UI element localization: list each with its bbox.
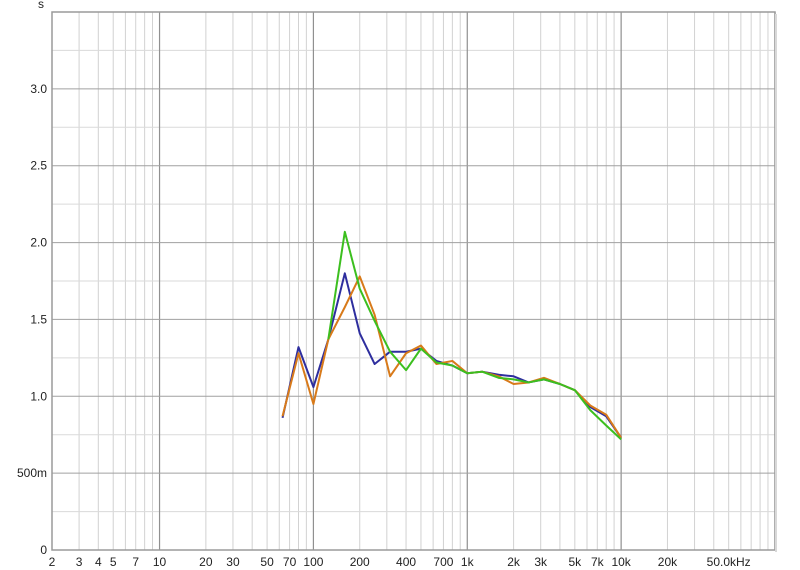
y-tick-label: 1.5 — [30, 312, 47, 326]
y-tick-label: 500m — [17, 466, 47, 480]
y-tick-label: 2.0 — [30, 236, 47, 250]
x-tick-labels: 2 3 4 5 7 10 20 30 50 70 100 200 400 700 1k 2k 3k 5k 7k 10k… — [49, 555, 751, 569]
x-tick-label: 1k — [461, 555, 475, 569]
x-tick-label: 5 — [110, 555, 117, 569]
x-tick-label: 700 — [433, 555, 453, 569]
x-tick-label: 3 — [76, 555, 83, 569]
y-tick-label: 0 — [40, 543, 47, 557]
x-tick-label: 2k — [507, 555, 521, 569]
series-layer — [281, 230, 622, 441]
y-tick-label: 3.0 — [30, 82, 47, 96]
x-tick-label: 50.0kHz — [707, 555, 751, 569]
x-tick-label: 7k — [591, 555, 605, 569]
x-tick-label: 20 — [199, 555, 213, 569]
x-tick-label: 10 — [153, 555, 167, 569]
x-tick-label: 2 — [49, 555, 56, 569]
x-tick-label: 20k — [658, 555, 678, 569]
x-tick-label: 3k — [534, 555, 548, 569]
x-tick-label: 10k — [611, 555, 631, 569]
x-tick-label: 100 — [303, 555, 323, 569]
x-tick-label: 4 — [95, 555, 102, 569]
y-unit-label: s — [38, 0, 44, 11]
x-tick-label: 70 — [283, 555, 297, 569]
x-tick-label: 200 — [350, 555, 370, 569]
series-line-3 — [327, 230, 622, 441]
x-tick-label: 400 — [396, 555, 416, 569]
y-tick-labels: 0 500m 1.0 1.5 2.0 2.5 3.0 — [17, 82, 47, 557]
plot-frame-shadow — [775, 14, 777, 552]
x-tick-label: 7 — [132, 555, 139, 569]
minor-gridlines — [51, 12, 775, 550]
y-tick-label: 1.0 — [30, 389, 47, 403]
x-tick-label: 30 — [226, 555, 240, 569]
x-tick-label: 5k — [568, 555, 582, 569]
y-tick-label: 2.5 — [30, 159, 47, 173]
major-gridlines — [52, 12, 776, 550]
x-tick-label: 50 — [260, 555, 274, 569]
